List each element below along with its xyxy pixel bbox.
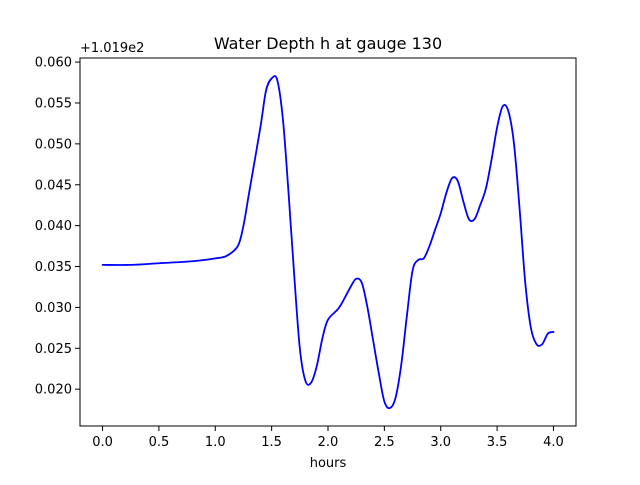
y-tick-label: 0.060 <box>35 56 72 71</box>
x-axis-label: hours <box>310 456 347 471</box>
x-tick-label: 2.5 <box>374 435 395 450</box>
y-axis: 0.020 0.025 0.030 0.035 0.040 0.045 0.050 0.055… <box>35 56 80 398</box>
y-tick-label: 0.030 <box>35 301 72 316</box>
y-axis-offset-label: +1.019e2 <box>80 41 144 56</box>
y-tick-label: 0.040 <box>35 219 72 234</box>
x-tick-label: 1.5 <box>261 435 282 450</box>
y-tick-label: 0.035 <box>35 260 72 275</box>
x-tick-label: 3.5 <box>487 435 508 450</box>
x-tick-label: 0.5 <box>149 435 170 450</box>
x-tick-label: 2.0 <box>318 435 339 450</box>
y-tick-label: 0.050 <box>35 137 72 152</box>
x-tick-label: 3.0 <box>430 435 451 450</box>
x-axis: 0.0 0.5 1.0 1.5 2.0 2.5 3.0 3.5 4.0 <box>92 426 564 450</box>
x-tick-label: 0.0 <box>92 435 113 450</box>
x-tick-label: 4.0 <box>543 435 564 450</box>
series-line-water-depth <box>101 75 555 410</box>
y-tick-label: 0.025 <box>35 342 72 357</box>
y-tick-label: 0.020 <box>35 383 72 398</box>
y-tick-label: 0.045 <box>35 178 72 193</box>
y-tick-label: 0.055 <box>35 96 72 111</box>
x-tick-label: 1.0 <box>205 435 226 450</box>
chart-title: Water Depth h at gauge 130 <box>214 34 442 53</box>
